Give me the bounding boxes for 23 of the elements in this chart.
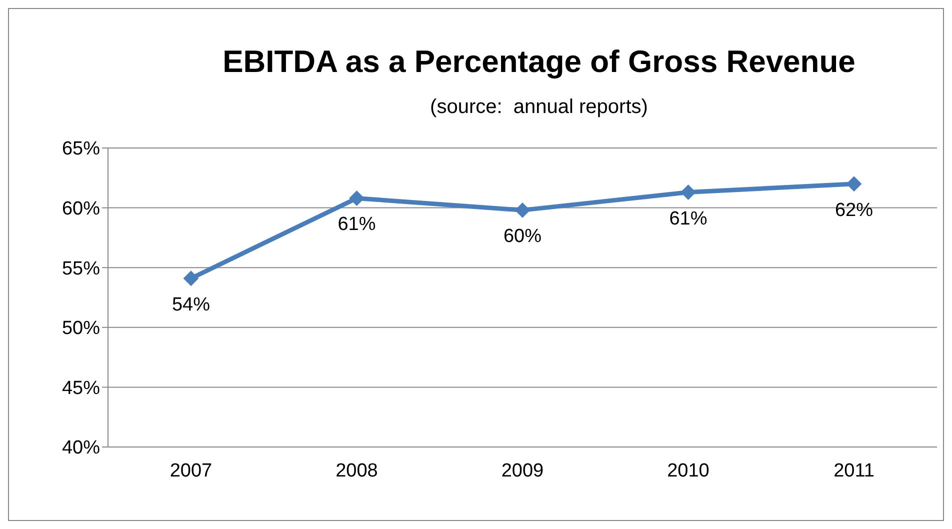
y-tick-label: 60%	[62, 198, 100, 220]
y-tick-label: 55%	[62, 258, 100, 280]
y-tick-label: 40%	[62, 438, 100, 459]
y-tick-label: 65%	[62, 138, 100, 160]
point	[515, 202, 530, 218]
point	[184, 270, 198, 286]
data-label: 61%	[338, 214, 376, 236]
y-tick-label: 50%	[62, 318, 100, 340]
data-label: 60%	[503, 226, 542, 248]
x-tick-label: 2009	[501, 460, 544, 482]
point	[349, 190, 364, 206]
chart-subtitle: (source: annual reports)	[429, 96, 649, 119]
x-tick-label: 2008	[336, 460, 378, 482]
y-tick-label: 45%	[62, 378, 100, 399]
x-tick-label: 2007	[170, 460, 212, 482]
data-label: 54%	[172, 294, 210, 316]
x-tick-label: 2011	[834, 460, 874, 482]
x-tick-label: 2010	[667, 460, 710, 482]
data-label: 62%	[834, 200, 874, 221]
point	[846, 176, 862, 192]
point	[680, 184, 696, 200]
chart-title: EBITDA as a Percentage of Gross Revenue	[222, 44, 856, 80]
data-label: 61%	[669, 208, 708, 230]
